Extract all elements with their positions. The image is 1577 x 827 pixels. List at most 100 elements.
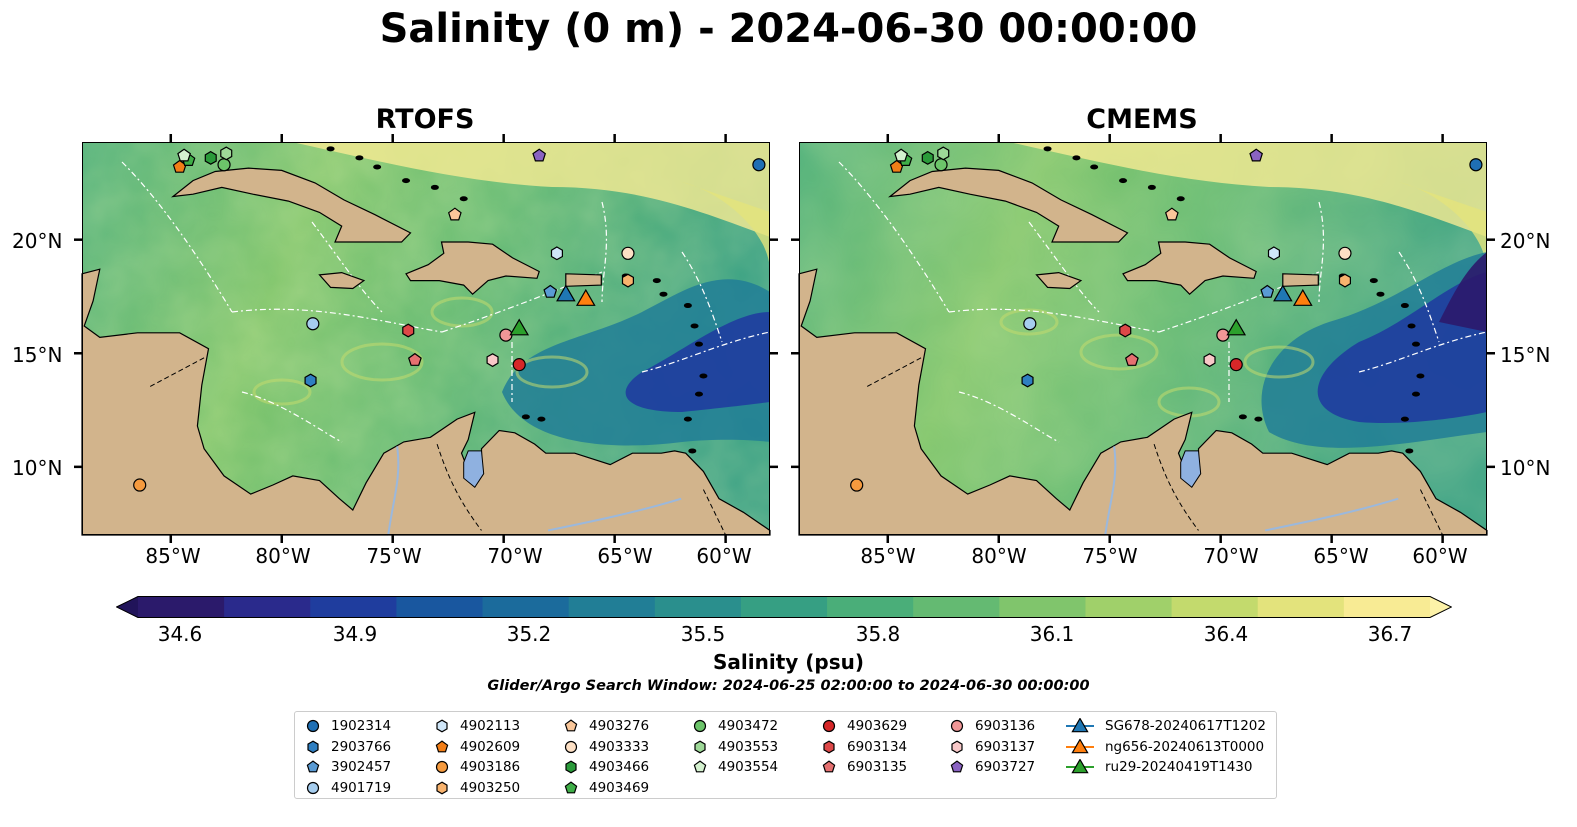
float-marker[interactable]: [543, 284, 558, 298]
small-island: [537, 416, 546, 422]
river: [1264, 497, 1399, 532]
legend-item: 3902457: [305, 757, 391, 778]
float-marker[interactable]: [204, 150, 217, 165]
float-marker[interactable]: [1338, 246, 1352, 260]
small-island: [1238, 414, 1247, 420]
island-jamaica: [1035, 271, 1083, 290]
float-marker[interactable]: [1249, 148, 1264, 162]
float-marker[interactable]: [1021, 373, 1034, 388]
legend-marker-icon: [306, 760, 320, 773]
float-marker[interactable]: [1119, 323, 1132, 338]
legend-column: 4903276 4903333 4903466 4903469: [563, 716, 649, 798]
float-marker[interactable]: [1267, 246, 1280, 261]
country-border: [1419, 489, 1444, 536]
island-cuba: [887, 167, 1129, 243]
small-island: [1043, 146, 1052, 152]
river: [387, 446, 400, 536]
float-marker[interactable]: [177, 148, 192, 162]
float-marker[interactable]: [575, 288, 596, 306]
legend-marker-icon: [435, 740, 449, 753]
mainland: [81, 268, 771, 536]
float-marker[interactable]: [407, 352, 422, 366]
small-island: [1376, 291, 1385, 297]
lon-label-left-70: 70°W: [487, 544, 543, 568]
map-panel-rtofs[interactable]: [74, 134, 778, 543]
legend-marker-icon: [436, 719, 448, 733]
legend-item: 4902113: [434, 716, 520, 737]
colorbar-segment: [654, 596, 742, 618]
float-marker[interactable]: [921, 150, 934, 165]
map-panel-cmems[interactable]: [791, 134, 1495, 543]
legend-item: 4902609: [434, 737, 520, 758]
float-marker[interactable]: [1164, 207, 1179, 221]
legend-item-label: 6903136: [975, 718, 1036, 735]
lat-label-right-10: 10°N: [1500, 456, 1551, 480]
legend-marker-icon: [436, 781, 448, 795]
island-cuba: [170, 167, 412, 243]
float-marker[interactable]: [486, 353, 499, 368]
float-marker[interactable]: [934, 158, 948, 172]
eddy-swirl: [340, 342, 424, 382]
high-salinity-area: [292, 142, 770, 237]
lake-maracaibo: [1180, 450, 1202, 489]
colorbar-segment: [1171, 596, 1259, 618]
legend-marker-icon: [564, 719, 578, 732]
float-marker[interactable]: [402, 323, 415, 338]
country-border: [436, 443, 482, 531]
float-marker[interactable]: [1273, 284, 1293, 302]
small-island: [1176, 196, 1185, 202]
float-marker[interactable]: [550, 246, 563, 261]
legend-item-label: 4903472: [718, 718, 779, 735]
float-marker[interactable]: [509, 318, 530, 336]
map-frame: [82, 142, 770, 535]
float-marker[interactable]: [1338, 273, 1352, 288]
low-salinity-core: [1439, 252, 1487, 332]
legend-item: 2903766: [305, 737, 391, 758]
float-marker[interactable]: [894, 148, 909, 162]
float-marker[interactable]: [752, 158, 766, 172]
float-marker[interactable]: [447, 207, 462, 221]
float-marker[interactable]: [1226, 318, 1247, 336]
float-marker[interactable]: [1023, 317, 1037, 331]
float-marker[interactable]: [1292, 288, 1313, 306]
float-marker[interactable]: [1203, 353, 1216, 368]
float-marker[interactable]: [217, 158, 231, 172]
small-island: [1400, 303, 1409, 309]
float-marker[interactable]: [621, 273, 635, 288]
float-marker[interactable]: [532, 148, 547, 162]
small-island: [1411, 391, 1420, 397]
lon-label-right-65: 65°W: [1313, 544, 1369, 568]
float-marker[interactable]: [850, 478, 864, 492]
lon-label-right-80: 80°W: [971, 544, 1027, 568]
lat-label-right-20: 20°N: [1500, 229, 1551, 253]
eddy-swirl: [1243, 345, 1315, 379]
float-marker[interactable]: [133, 478, 147, 492]
legend-item: 4903553: [692, 737, 778, 758]
float-marker[interactable]: [621, 246, 635, 260]
small-island: [1147, 184, 1156, 190]
legend-item-label: 6903137: [975, 738, 1036, 755]
small-island: [683, 416, 692, 422]
island-puerto-rico: [1282, 273, 1319, 287]
zone-boundary: [441, 271, 603, 333]
colorbar-segment: [1257, 596, 1345, 618]
float-marker[interactable]: [1229, 358, 1243, 372]
legend-marker-icon: [306, 720, 320, 733]
float-marker[interactable]: [306, 317, 320, 331]
small-island: [1400, 416, 1409, 422]
float-marker[interactable]: [304, 373, 317, 388]
lat-label-left-15: 15°N: [12, 343, 63, 367]
float-marker[interactable]: [1260, 284, 1275, 298]
small-island: [1090, 164, 1099, 170]
lon-label-left-80: 80°W: [255, 544, 311, 568]
lon-label-left-60: 60°W: [696, 544, 752, 568]
colorbar: [116, 596, 1452, 618]
zone-boundary: [948, 308, 1160, 333]
float-marker[interactable]: [937, 146, 950, 161]
float-marker[interactable]: [220, 146, 233, 161]
float-marker[interactable]: [556, 284, 576, 302]
float-marker[interactable]: [1469, 158, 1483, 172]
colorbar-segment: [827, 596, 914, 618]
float-marker[interactable]: [512, 358, 526, 372]
float-marker[interactable]: [1124, 352, 1139, 366]
